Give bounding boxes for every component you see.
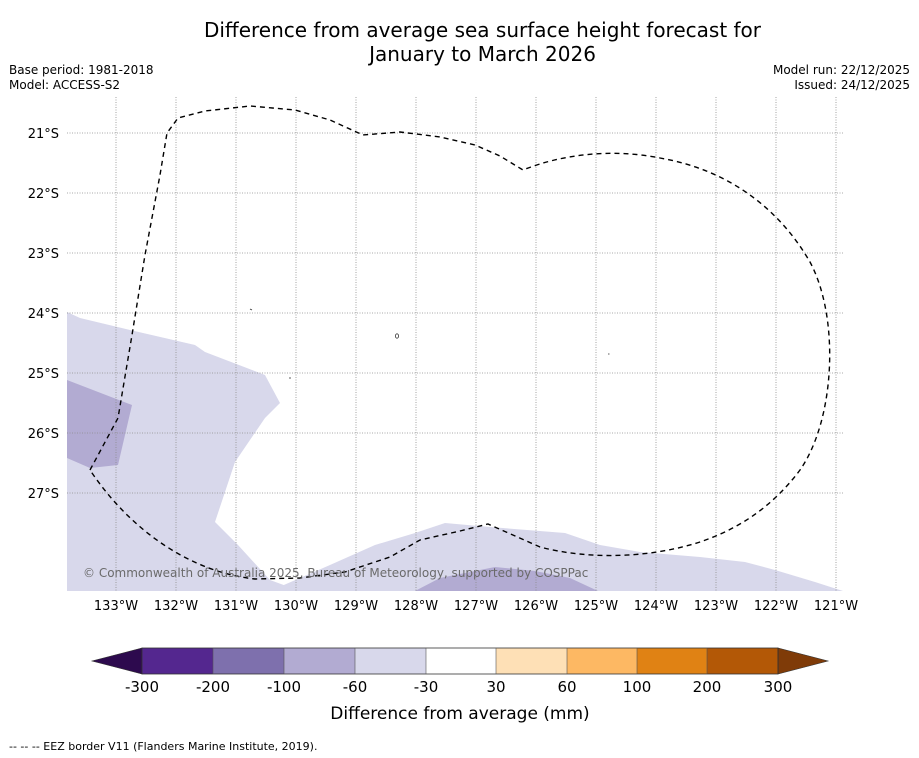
lon-tick-label: 133°W	[94, 599, 138, 614]
colorbar-over-arrow	[777, 647, 830, 675]
base-period: Base period: 1981-2018	[9, 63, 154, 77]
colorbar-tick-label: 300	[764, 678, 793, 696]
lon-tick-label: 122°W	[754, 599, 798, 614]
lon-tick-label: 132°W	[154, 599, 198, 614]
island-2	[394, 333, 399, 339]
lon-tick-label: 129°W	[334, 599, 378, 614]
lon-tick-label: 123°W	[694, 599, 738, 614]
lon-tick-label: 125°W	[574, 599, 618, 614]
model-name: Model: ACCESS-S2	[9, 78, 121, 92]
colorbar-bin	[707, 648, 778, 674]
anomaly-region-west	[67, 312, 300, 591]
lon-tick-label: 127°W	[454, 599, 498, 614]
colorbar-axis-label: Difference from average (mm)	[330, 704, 589, 724]
lat-tick-label: 27°S	[28, 487, 59, 502]
lat-tick-label: 25°S	[28, 367, 59, 382]
gridlines	[67, 97, 843, 591]
issued-date: Issued: 24/12/2025	[794, 78, 910, 92]
lon-tick-label: 130°W	[274, 599, 318, 614]
lon-tick-label: 128°W	[394, 599, 438, 614]
colorbar-tick-label: -200	[196, 678, 230, 696]
anomaly-region-south	[270, 523, 843, 591]
lat-tick-label: 23°S	[28, 247, 59, 262]
colorbar-bin	[142, 648, 213, 674]
colorbar-tick-label: -60	[343, 678, 368, 696]
colorbar-bin	[567, 648, 637, 674]
longitude-ticks: 133°W 132°W 131°W 130°W 129°W 128°W 127°…	[94, 599, 858, 614]
colorbar-under-arrow	[90, 647, 143, 675]
colorbar-tick-label: 60	[557, 678, 576, 696]
colorbar-bin	[284, 648, 355, 674]
colorbar-bin	[213, 648, 284, 674]
colorbar-bin	[637, 648, 707, 674]
colorbar-tick-label: 200	[693, 678, 722, 696]
anomaly-fill-layer	[67, 312, 843, 591]
lat-tick-label: 26°S	[28, 427, 59, 442]
title-line-2: January to March 2026	[369, 42, 596, 66]
anomaly-core-south	[415, 567, 598, 591]
colorbar-bin	[496, 648, 567, 674]
lon-tick-label: 126°W	[514, 599, 558, 614]
colorbar-bin	[426, 648, 496, 674]
lat-tick-label: 24°S	[28, 307, 59, 322]
eez-border	[89, 105, 831, 580]
island-1	[249, 308, 253, 311]
chart-title: Difference from average sea surface heig…	[0, 18, 919, 66]
islands	[249, 308, 610, 379]
lon-tick-label: 124°W	[634, 599, 678, 614]
colorbar-tick-label: -300	[125, 678, 159, 696]
colorbar-tick-label: 100	[623, 678, 652, 696]
colorbar-outline	[141, 647, 779, 675]
colorbar-tick-label: -30	[414, 678, 439, 696]
colorbar-dividers	[212, 648, 708, 674]
copyright-notice: © Commonwealth of Australia 2025, Bureau…	[83, 566, 588, 580]
title-line-1: Difference from average sea surface heig…	[203, 18, 762, 42]
lat-tick-label: 22°S	[28, 187, 59, 202]
colorbar-tick-label: -100	[267, 678, 301, 696]
model-run: Model run: 22/12/2025	[772, 63, 910, 77]
lon-tick-label: 121°W	[814, 599, 858, 614]
latitude-ticks: 21°S 22°S 23°S 24°S 25°S 26°S 27°S	[28, 127, 59, 502]
colorbar: -300 -200 -100 -60 -30 30 60 100 200 300…	[90, 647, 830, 724]
eez-legend-note: -- -- -- EEZ border V11 (Flanders Marine…	[9, 740, 318, 753]
meta-right: Model run: 22/12/2025 Issued: 24/12/2025	[773, 63, 910, 93]
meta-left: Base period: 1981-2018 Model: ACCESS-S2	[9, 63, 154, 93]
lon-tick-label: 131°W	[214, 599, 258, 614]
colorbar-tick-label: 30	[486, 678, 505, 696]
colorbar-bin	[355, 648, 426, 674]
lat-tick-label: 21°S	[28, 127, 59, 142]
